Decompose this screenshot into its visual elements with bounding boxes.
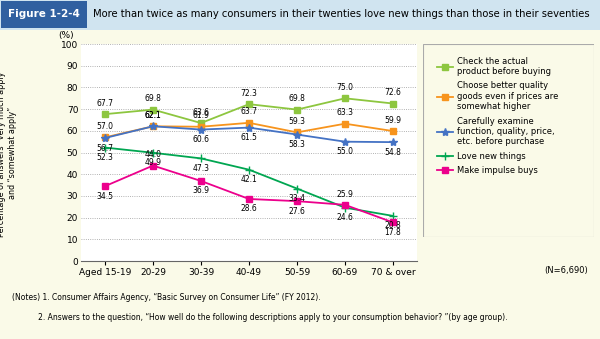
Text: 27.6: 27.6 [289,207,305,216]
Text: 47.3: 47.3 [193,164,209,173]
Text: 62.1: 62.1 [145,111,161,120]
Text: 58.3: 58.3 [289,140,305,149]
Text: (Notes) 1. Consumer Affairs Agency, “Basic Survey on Consumer Life” (FY 2012).: (Notes) 1. Consumer Affairs Agency, “Bas… [12,293,320,302]
Text: 72.6: 72.6 [385,88,401,97]
Text: 72.3: 72.3 [241,89,257,98]
Text: 52.3: 52.3 [97,153,113,162]
Text: 69.8: 69.8 [145,94,161,103]
Text: 67.7: 67.7 [97,99,113,108]
Text: 62.1: 62.1 [145,111,161,120]
Text: 42.1: 42.1 [241,175,257,184]
Text: 49.9: 49.9 [145,158,161,167]
Text: 59.3: 59.3 [289,117,305,126]
Text: 20.8: 20.8 [385,221,401,231]
Legend: Check the actual
product before buying, Choose better quality
goods even if pric: Check the actual product before buying, … [434,54,561,178]
Text: 44.0: 44.0 [145,150,161,159]
Text: 25.9: 25.9 [337,190,353,199]
Text: 69.8: 69.8 [289,94,305,103]
Text: 34.5: 34.5 [97,192,113,201]
Text: 63.6: 63.6 [193,108,209,117]
Text: 33.4: 33.4 [289,194,305,203]
Text: 75.0: 75.0 [337,83,353,92]
Text: (%): (%) [59,31,74,40]
Text: 36.9: 36.9 [193,186,209,196]
Text: 54.8: 54.8 [385,148,401,157]
Bar [1,1,87,28]
Text: 61.5: 61.5 [241,133,257,142]
Text: 56.7: 56.7 [97,143,113,153]
Text: 59.9: 59.9 [385,116,401,125]
Text: 24.6: 24.6 [337,213,353,222]
Text: 63.7: 63.7 [241,107,257,117]
Text: Figure 1-2-4: Figure 1-2-4 [8,9,80,19]
Text: 55.0: 55.0 [337,147,353,156]
Text: More than twice as many consumers in their twenties love new things than those i: More than twice as many consumers in the… [93,9,590,19]
Text: 57.0: 57.0 [97,122,113,131]
Text: 60.6: 60.6 [193,135,209,144]
Text: 17.8: 17.8 [385,228,401,237]
Text: Percentage of answers “very much apply”
and “somewhat apply”: Percentage of answers “very much apply” … [0,68,17,237]
Text: 61.9: 61.9 [193,112,209,120]
Text: (N=6,690): (N=6,690) [544,266,588,275]
Text: 28.6: 28.6 [241,204,257,214]
Text: 2. Answers to the question, “How well do the following descriptions apply to you: 2. Answers to the question, “How well do… [12,313,508,322]
Text: 63.3: 63.3 [337,108,353,117]
